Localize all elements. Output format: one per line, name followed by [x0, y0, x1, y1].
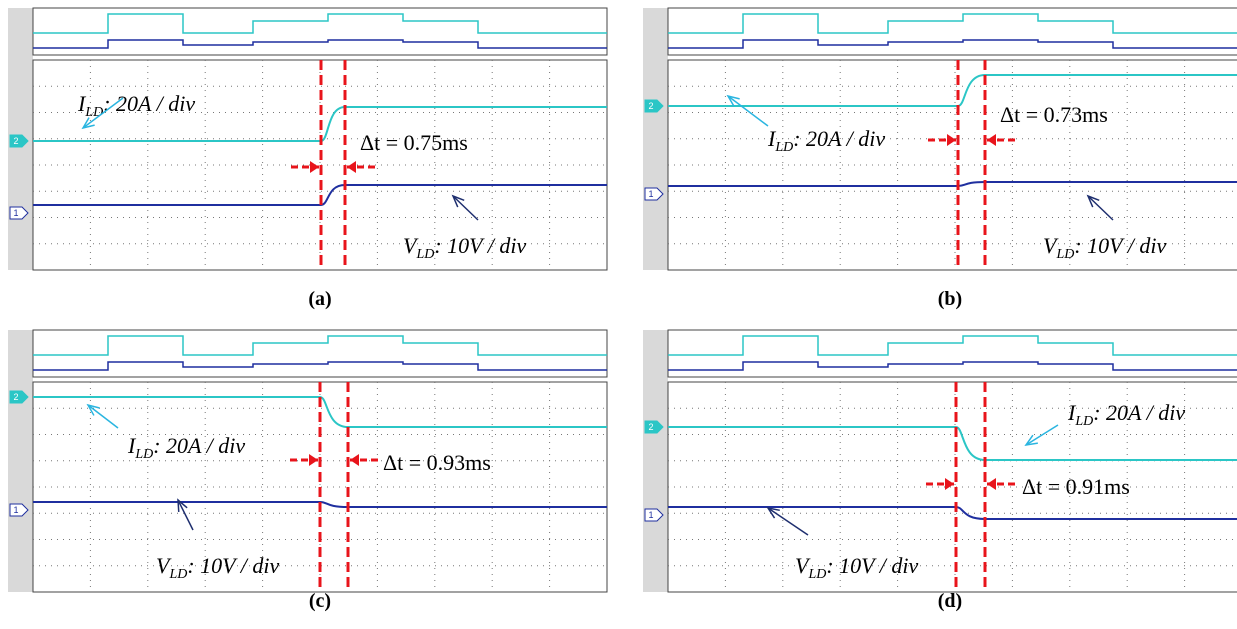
label-scale: : 10V / div: [434, 233, 526, 258]
channel-label: 1: [13, 505, 18, 515]
caption: (c): [309, 590, 331, 612]
caption: (b): [938, 288, 962, 310]
label-subscript: LD: [168, 567, 187, 582]
side-bar: [8, 330, 33, 592]
label-scale: : 10V / div: [187, 553, 279, 578]
caption: (d): [938, 590, 962, 612]
label-scale: : 20A / div: [1093, 400, 1185, 425]
channel-label: 2: [648, 101, 653, 111]
channel-label: 2: [13, 392, 18, 402]
channel-label: 2: [648, 422, 653, 432]
caption: (a): [308, 288, 331, 310]
label-scale: : 20A / div: [793, 126, 885, 151]
label-scale: : 20A / div: [103, 91, 195, 116]
label-subscript: LD: [807, 567, 826, 582]
channel-label: 1: [648, 510, 653, 520]
channel-label: 1: [13, 208, 18, 218]
delta-t: Δt = 0.73ms: [1000, 102, 1108, 127]
label-subscript: LD: [1055, 247, 1074, 262]
figure: 21Δt = 0.75msILD: 20A / divVLD: 10V / di…: [0, 0, 1237, 629]
delta-t: Δt = 0.93ms: [383, 450, 491, 475]
label-subscript: LD: [415, 247, 434, 262]
label-subscript: LD: [774, 140, 793, 155]
label-scale: : 10V / div: [826, 553, 918, 578]
label-subscript: LD: [1074, 414, 1093, 429]
delta-t: Δt = 0.75ms: [360, 130, 468, 155]
channel-label: 1: [648, 189, 653, 199]
side-bar: [643, 330, 668, 592]
label-subscript: LD: [84, 105, 103, 120]
label-scale: : 20A / div: [153, 433, 245, 458]
side-bar: [643, 8, 668, 270]
label-subscript: LD: [134, 447, 153, 462]
label-scale: : 10V / div: [1074, 233, 1166, 258]
delta-t: Δt = 0.91ms: [1022, 474, 1130, 499]
channel-label: 2: [13, 136, 18, 146]
